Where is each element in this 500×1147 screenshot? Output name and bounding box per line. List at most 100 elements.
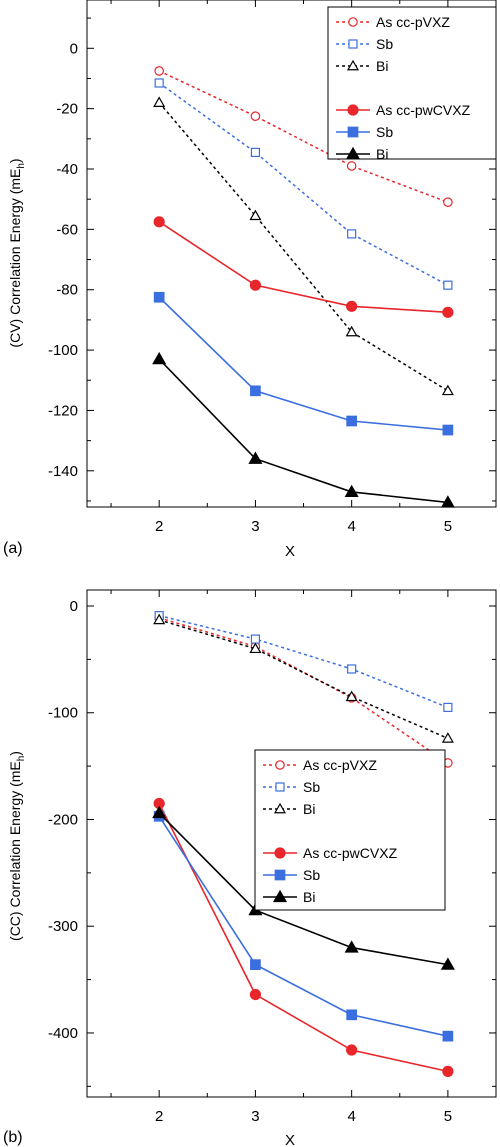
panel-b-panel-label: (b) bbox=[3, 1129, 23, 1146]
panel-b-series-3-point bbox=[249, 642, 262, 654]
panel-b-series-5-point bbox=[346, 1009, 357, 1021]
panel-b-y-tick-label: -400 bbox=[48, 1025, 78, 1042]
panel-a-y-tick-label: -100 bbox=[48, 342, 78, 359]
panel-a-series-6-point bbox=[440, 495, 455, 508]
panel-a-series-5-point bbox=[153, 291, 165, 303]
panel-a-legend-label-1: As cc-pVXZ bbox=[376, 14, 450, 30]
panel-a-y-tick-label: -60 bbox=[56, 221, 78, 238]
panel-b-series-4-point bbox=[442, 1065, 454, 1077]
panel-a-legend-marker-5 bbox=[347, 126, 359, 138]
panel-a-y-tick-label: -140 bbox=[48, 463, 78, 480]
panel-b-series-3-point bbox=[153, 613, 166, 625]
panel-b-y-axis-label-sub: h bbox=[16, 756, 27, 762]
panel-b-legend-marker-2 bbox=[275, 782, 285, 792]
panel-b-series-5-point bbox=[442, 1030, 454, 1042]
panel-b-y-axis-label-close: ) bbox=[7, 751, 23, 756]
panel-b-x-tick-label: 3 bbox=[251, 1108, 259, 1125]
panel-a-series-2-point bbox=[154, 78, 164, 88]
panel-a-series-3-point bbox=[441, 384, 454, 396]
panel-a-series-6-point bbox=[344, 484, 359, 498]
panel-a-x-tick-label: 2 bbox=[155, 518, 163, 535]
panel-a-series-1-point bbox=[443, 197, 453, 207]
panel-a-series-5-point bbox=[250, 385, 261, 397]
panel-a-y-axis-label-close: ) bbox=[7, 158, 23, 163]
panel-a-series-2-point bbox=[347, 229, 357, 239]
panel-a-series-6-point bbox=[248, 451, 263, 464]
panel-a-y-tick-label: -20 bbox=[56, 101, 78, 118]
panel-b-x-axis-label: X bbox=[285, 1132, 295, 1147]
panel-a-series-4-point bbox=[153, 216, 165, 228]
panel-a-legend-label-5: Sb bbox=[376, 124, 393, 140]
panel-b-series-4-point bbox=[249, 988, 262, 1001]
panel-b-legend-marker-3 bbox=[273, 802, 287, 814]
panel-b-series-6-line bbox=[158, 812, 449, 966]
panel-b-series-6-point bbox=[152, 805, 167, 819]
panel-a-series-3-point bbox=[345, 325, 358, 337]
panel-b-series-6-point bbox=[344, 940, 359, 953]
panel-a-panel-label: (a) bbox=[3, 540, 23, 557]
panel-b-series-3-point bbox=[345, 690, 358, 702]
panel-b-series-4-point bbox=[346, 1044, 358, 1056]
panel-a-y-axis-label-sub: h bbox=[16, 163, 27, 169]
panel-a-series-5-line bbox=[158, 296, 448, 431]
panel-b-legend-label-4: As cc-pwCVXZ bbox=[303, 845, 398, 861]
panel-b-series-2-point bbox=[443, 702, 453, 713]
panel-a-legend-label-4: As cc-pwCVXZ bbox=[376, 102, 471, 118]
panel-b-y-axis-label: (CC) Correlation Energy (mEh) bbox=[7, 751, 27, 941]
panel-b-series-2-point bbox=[250, 634, 261, 644]
panel-b-y-axis-label-main: (CC) Correlation Energy (mE bbox=[7, 761, 23, 941]
panel-a-legend-label-6: Bi bbox=[376, 146, 388, 162]
panel-b-x-tick-label: 5 bbox=[444, 1108, 452, 1125]
panel-a-series-1-point bbox=[154, 66, 164, 76]
panel-a-series-4-point bbox=[346, 300, 358, 312]
panel-a-plot-frame bbox=[86, 0, 497, 508]
panel-b-series-2-line bbox=[158, 614, 449, 709]
panel-b-x-tick-label: 2 bbox=[155, 1108, 163, 1125]
panel-b-y-tick-label: 0 bbox=[70, 598, 78, 615]
panel-b-legend-label-2: Sb bbox=[303, 779, 320, 795]
panel-a-series-3-line bbox=[158, 102, 449, 392]
panel-a-series-1-point bbox=[346, 161, 357, 171]
panel-b-y-tick-label: -300 bbox=[48, 918, 78, 935]
panel-b-plot-frame bbox=[86, 589, 497, 1098]
panel-a-y-axis-label-main: (CV) Correlation Energy (mE bbox=[7, 169, 23, 348]
panel-b-x-tick-label: 4 bbox=[347, 1108, 355, 1125]
panel-a-series-4-point bbox=[442, 306, 454, 318]
panel-b-legend-marker-6 bbox=[272, 889, 288, 903]
panel-a-y-axis-label: (CV) Correlation Energy (mEh) bbox=[7, 158, 27, 347]
panel-a-legend: As cc-pVXZ Sb Bi As cc-pwCVXZ Sb Bi bbox=[327, 6, 497, 162]
panel-a-series-2-point bbox=[443, 280, 453, 290]
panel-b-legend: As cc-pVXZ Sb Bi As cc-pwCVXZ Sb Bi bbox=[254, 749, 446, 911]
panel-a-y-tick-label: -40 bbox=[56, 161, 78, 178]
panel-a-series-3-point bbox=[249, 209, 262, 221]
panel-a-x-tick-label: 5 bbox=[444, 518, 452, 535]
panel-b-y-tick-label: -200 bbox=[48, 811, 78, 828]
panel-b-legend-label-5: Sb bbox=[303, 867, 320, 883]
panel-b-series-6-point bbox=[440, 957, 455, 970]
panel-b-legend-box bbox=[254, 749, 446, 911]
panel-b-legend-label-6: Bi bbox=[303, 889, 315, 905]
panel-b-legend-marker-4 bbox=[274, 847, 286, 859]
panel-a-series-5-point bbox=[346, 415, 357, 427]
panel-a-chart: 0 -20 -40 -60 -80 -100 -120 -140 2 3 4 5 X (CV) Corre… bbox=[3, 0, 497, 560]
panel-a-y-tick-label: -80 bbox=[56, 282, 78, 299]
panel-a-series-1-line bbox=[158, 70, 449, 203]
panel-b-series-5-point bbox=[250, 959, 261, 970]
panel-b-series-3-point bbox=[441, 732, 454, 743]
panel-a-legend-label-2: Sb bbox=[376, 36, 393, 52]
panel-a-series-2-line bbox=[158, 82, 449, 286]
panel-a-series-4-line bbox=[158, 221, 448, 314]
panel-b-series-5-line bbox=[158, 815, 449, 1037]
panel-a-x-axis-label: X bbox=[285, 543, 295, 560]
panel-b-legend-marker-5 bbox=[274, 869, 286, 881]
panel-a-legend-marker-4 bbox=[347, 104, 359, 116]
panel-b-legend-marker-1 bbox=[275, 760, 285, 770]
panel-a-series-5-point bbox=[442, 424, 454, 436]
panel-a-legend-label-3: Bi bbox=[376, 58, 388, 74]
panel-a-legend-marker-6 bbox=[345, 146, 361, 160]
panel-b-series-1-line bbox=[158, 617, 449, 764]
panel-a-legend-marker-3 bbox=[346, 59, 360, 71]
panel-a-series-6-point bbox=[152, 351, 167, 365]
panel-a-legend-marker-2 bbox=[348, 39, 358, 49]
